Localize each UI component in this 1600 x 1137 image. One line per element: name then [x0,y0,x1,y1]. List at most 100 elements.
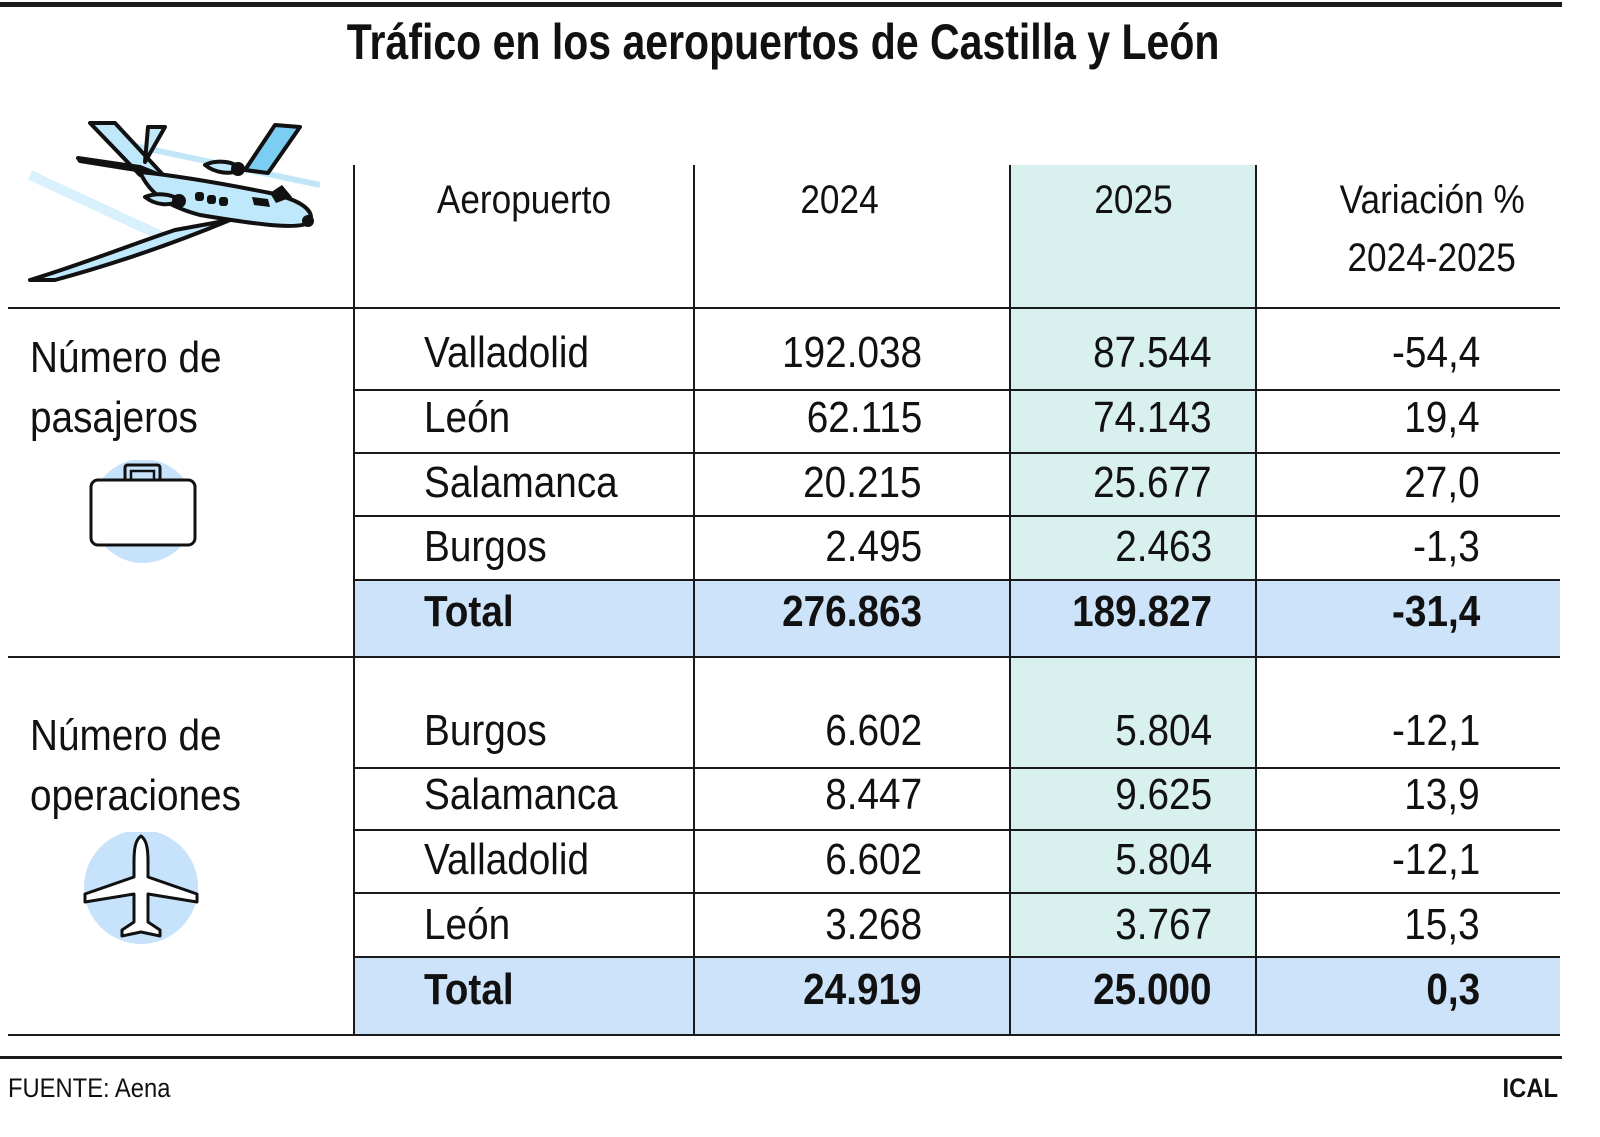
cell-variation-text: -54,4 [1391,328,1480,377]
section-label-operations-2: operaciones [30,774,270,818]
cell-variation-text: 27,0 [1404,458,1480,507]
credit-text: ICAL [1502,1073,1558,1103]
page-title: Tráfico en los aeropuertos de Castilla y… [0,17,1566,67]
cell-2025-text: 25.677 [1093,458,1212,507]
cell-2025: 74.143 [1077,396,1212,440]
divider [8,656,1560,658]
cell-2025: 189.827 [1053,590,1212,634]
cell-2024: 192.038 [763,331,922,375]
header-airport: Aeropuerto [354,180,694,220]
cell-airport-text: Total [424,587,514,636]
top-rule [0,2,1562,7]
section-label-operations: Número de [30,714,248,758]
cell-airport: Salamanca [424,773,644,817]
cell-variation-text: -12,1 [1391,835,1480,884]
airplane-topview-icon [83,832,199,944]
cell-2025-text: 189.827 [1072,587,1212,636]
title-text: Tráfico en los aeropuertos de Castilla y… [346,14,1220,70]
cell-variation: 0,3 [1419,968,1480,1012]
cell-2025-text: 9.625 [1115,770,1212,819]
cell-airport-text: Salamanca [424,770,618,819]
cell-variation: -54,4 [1380,331,1480,375]
header-2025: 2025 [1010,180,1256,220]
cell-variation-text: 19,4 [1404,393,1480,442]
divider [354,892,1560,894]
cell-airport-text: León [424,393,511,442]
header-variation-period: 2024-2025 [1256,238,1600,278]
cell-2024: 8.447 [812,773,922,817]
divider [353,165,355,1035]
section-label-passengers-2: pasajeros [30,396,221,440]
cell-variation: 13,9 [1394,773,1480,817]
cell-airport: Burgos [424,525,563,569]
cell-2025-text: 5.804 [1115,706,1212,755]
cell-2025-text: 25.000 [1093,965,1212,1014]
cell-2024: 3.268 [812,903,922,947]
cell-airport: Total [424,590,526,634]
total-row-highlight [354,957,1560,1035]
cell-2025: 2.463 [1102,525,1212,569]
source-text: FUENTE: Aena [8,1073,171,1103]
cell-airport: Valladolid [424,331,612,375]
cell-2025: 25.000 [1077,968,1212,1012]
cell-2025: 25.677 [1077,461,1212,505]
cell-2025-text: 3.767 [1115,900,1212,949]
cell-2025: 9.625 [1102,773,1212,817]
section-label-line2: operaciones [30,771,241,820]
cell-2024-text: 8.447 [825,770,922,819]
cell-airport-text: Burgos [424,706,547,755]
divider [1255,165,1257,1035]
cell-2024-text: 20.215 [803,458,922,507]
cell-2024-text: 192.038 [782,328,922,377]
cell-2024-text: 62.115 [806,393,922,442]
cell-airport-text: León [424,900,511,949]
header-2024-text: 2024 [799,178,879,222]
cell-2024: 24.919 [787,968,922,1012]
divider [354,452,1560,454]
cell-airport: Valladolid [424,838,612,882]
cell-variation-text: 13,9 [1404,770,1480,819]
cell-2025: 5.804 [1102,709,1212,753]
divider [8,307,1560,309]
cell-2024: 62.115 [791,396,922,440]
divider [693,165,695,1035]
cell-variation: 15,3 [1394,903,1480,947]
header-2024: 2024 [694,180,984,220]
cell-2024: 2.495 [812,525,922,569]
cell-airport-text: Valladolid [424,328,590,377]
cell-2025-text: 87.544 [1093,328,1212,377]
cell-variation: 19,4 [1394,396,1480,440]
divider [354,767,1560,769]
divider [354,956,1560,958]
cell-variation: 27,0 [1394,461,1480,505]
cell-airport: Total [424,968,526,1012]
header-variation: Variación % [1256,180,1600,220]
header-2025-text: 2025 [1093,178,1173,222]
cell-airport: León [424,396,522,440]
cell-2024-text: 276.863 [782,587,922,636]
cell-variation-text: 0,3 [1426,965,1480,1014]
cell-airport-text: Salamanca [424,458,618,507]
divider [354,515,1560,517]
cell-2024-text: 6.602 [825,706,922,755]
briefcase-icon [89,460,197,563]
cell-airport-text: Burgos [424,522,547,571]
cell-variation: -31,4 [1380,590,1480,634]
cell-2025-text: 2.463 [1115,522,1212,571]
cell-airport: Salamanca [424,461,644,505]
divider [354,829,1560,831]
cell-variation-text: -31,4 [1391,587,1480,636]
cell-variation: -12,1 [1380,709,1480,753]
divider [354,579,1560,581]
cell-airport-text: Valladolid [424,835,590,884]
section-label-line2: pasajeros [30,393,198,442]
header-variation-line1: Variación % [1339,178,1525,222]
cell-variation: -1,3 [1404,525,1480,569]
cell-variation: -12,1 [1380,838,1480,882]
divider [1009,165,1011,1035]
header-variation-line2: 2024-2025 [1347,236,1517,280]
cell-2025: 5.804 [1102,838,1212,882]
section-label-line1: Número de [30,711,222,760]
cell-2024-text: 24.919 [803,965,922,1014]
header-airport-text: Aeropuerto [436,178,612,222]
